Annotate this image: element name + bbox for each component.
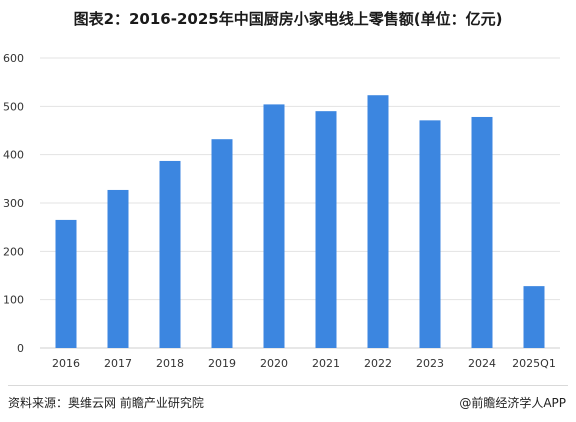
x-tick-label: 2025Q1	[512, 357, 556, 370]
bar-2020	[263, 104, 285, 349]
x-tick-label: 2019	[208, 357, 236, 370]
bar-2021	[315, 111, 337, 349]
brand-credit: @前瞻经济学人APP	[459, 396, 566, 410]
x-tick-label: 2016	[52, 357, 80, 370]
bar-2016	[55, 219, 77, 348]
footer-divider	[8, 385, 568, 386]
x-tick-label: 2023	[416, 357, 444, 370]
x-tick-label: 2017	[104, 357, 132, 370]
bar-2019	[211, 139, 233, 348]
bar-2024	[471, 116, 493, 348]
x-tick-label: 2024	[468, 357, 496, 370]
x-tick-label: 2020	[260, 357, 288, 370]
bar-2023	[419, 120, 441, 348]
y-tick-label: 400	[3, 149, 24, 162]
chart-title: 图表2：2016-2025年中国厨房小家电线上零售额(单位：亿元)	[73, 10, 503, 28]
y-tick-label: 500	[3, 100, 24, 113]
y-tick-label: 300	[3, 197, 24, 210]
x-tick-label: 2022	[364, 357, 392, 370]
source-note: 资料来源：奥维云网 前瞻产业研究院	[8, 396, 204, 410]
bar-2017	[107, 189, 129, 348]
bars	[55, 95, 545, 349]
y-tick-label: 600	[3, 52, 24, 65]
y-tick-label: 200	[3, 245, 24, 258]
bar-2022	[367, 95, 389, 348]
y-tick-label: 0	[17, 342, 24, 355]
y-tick-label: 100	[3, 294, 24, 307]
x-axis-ticks: 2016 2017 2018 2019 2020 2021 2022 2023 2024 2025…	[52, 357, 556, 370]
y-axis-ticks: 0 100 200 300 400 500 600	[3, 52, 24, 355]
bar-2025Q1	[523, 286, 545, 348]
x-tick-label: 2021	[312, 357, 340, 370]
x-tick-label: 2018	[156, 357, 184, 370]
bar-2018	[159, 160, 181, 348]
